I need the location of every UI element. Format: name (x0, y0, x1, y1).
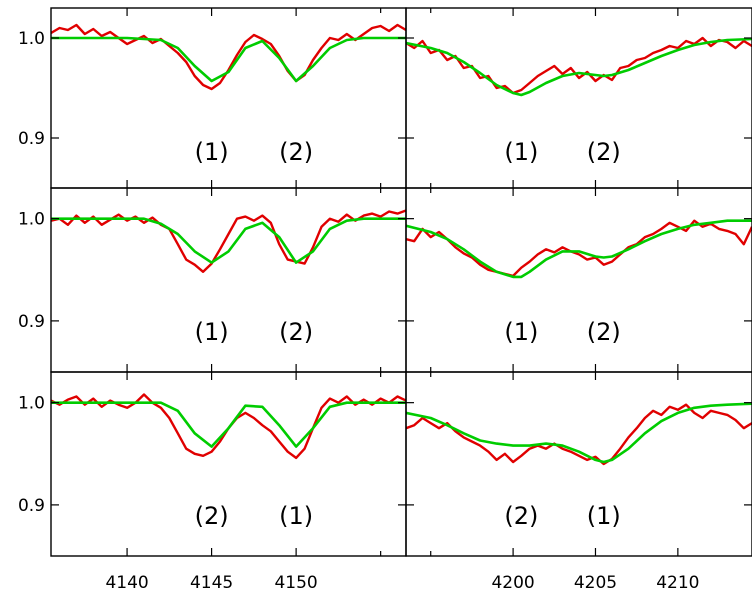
model-spectrum-line (51, 217, 406, 264)
observed-spectrum-line (51, 23, 406, 91)
component-label: (2) (587, 318, 621, 346)
x-tick-label: 4140 (105, 573, 148, 593)
x-tick-label: 4205 (574, 573, 617, 593)
panel-r1-c1 (406, 219, 752, 279)
x-tick-label: 4145 (190, 573, 233, 593)
y-tick-label: 0.9 (18, 129, 45, 149)
component-label: (2) (279, 138, 313, 166)
component-label: (1) (587, 502, 621, 530)
component-label: (1) (279, 502, 313, 530)
panel-r0-c0 (51, 23, 406, 91)
component-label: (1) (195, 138, 229, 166)
observed-spectrum-line (406, 36, 752, 95)
component-label: (1) (504, 138, 538, 166)
panel-frame (405, 187, 752, 373)
panel-frame (405, 371, 752, 557)
component-label: (2) (587, 138, 621, 166)
x-tick-label: 4150 (274, 573, 317, 593)
model-spectrum-line (51, 401, 406, 448)
x-tick-label: 4210 (656, 573, 699, 593)
panel-frames (50, 7, 752, 557)
panel-r2-c0 (51, 393, 406, 460)
x-tick-label: 4200 (491, 573, 534, 593)
plot-lines (51, 23, 752, 466)
component-label: (1) (195, 318, 229, 346)
plot-text: 0.9 1.0 (1) (2) (1) (2) 0.9 1.0 (1) (2) (1) (2) 0.9 1… (18, 29, 700, 593)
y-tick-label: 1.0 (18, 394, 45, 414)
y-tick-label: 1.0 (18, 210, 45, 230)
y-tick-label: 0.9 (18, 496, 45, 516)
component-label: (2) (195, 502, 229, 530)
model-spectrum-line (51, 36, 406, 83)
panel-r1-c0 (51, 209, 406, 273)
panel-r0-c1 (406, 36, 752, 97)
observed-spectrum-line (406, 219, 752, 278)
y-tick-label: 1.0 (18, 29, 45, 49)
component-label: (2) (504, 502, 538, 530)
component-label: (2) (279, 318, 313, 346)
panel-r2-c1 (406, 402, 752, 466)
model-spectrum-line (406, 402, 752, 464)
model-spectrum-line (406, 219, 752, 279)
panel-frame (405, 7, 752, 189)
observed-spectrum-line (406, 403, 752, 466)
component-label: (1) (504, 318, 538, 346)
model-spectrum-line (406, 37, 752, 97)
y-tick-label: 0.9 (18, 312, 45, 332)
